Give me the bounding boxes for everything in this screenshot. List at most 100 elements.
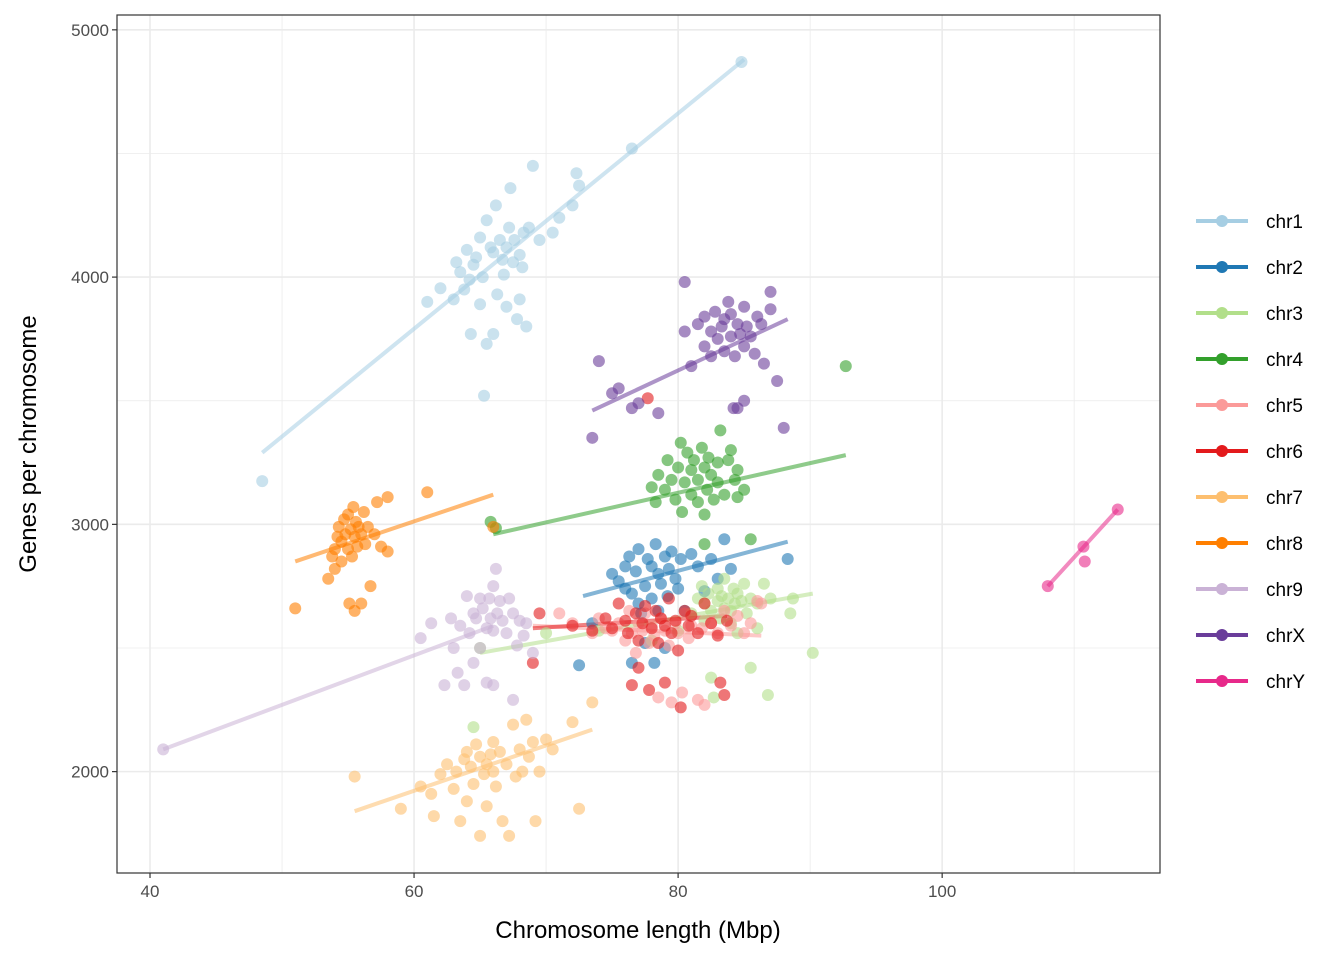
- trend-line-chr4: [492, 453, 847, 537]
- data-point-chr3: [718, 572, 731, 585]
- data-point-chr1: [516, 261, 529, 274]
- data-point-chr6: [586, 624, 599, 637]
- data-point-chr4: [702, 451, 715, 464]
- data-point-chr7: [526, 735, 539, 748]
- data-point-chr1: [533, 234, 546, 247]
- data-point-chr7: [460, 745, 473, 758]
- legend-key-point-chr3: [1216, 307, 1228, 319]
- data-point-chr7: [478, 768, 491, 781]
- data-point-chr6: [621, 627, 634, 640]
- data-point-chr7: [467, 777, 480, 790]
- plot-border: [116, 14, 1161, 874]
- data-point-chr5: [738, 627, 751, 640]
- y-tick-label: 4000: [71, 268, 109, 287]
- data-point-chr4: [669, 493, 682, 506]
- data-point-chr9: [157, 743, 170, 756]
- legend-key-point-chr5: [1216, 399, 1228, 411]
- data-point-chrX: [771, 374, 784, 387]
- data-point-chr2: [718, 533, 731, 546]
- legend: chr1 chr2 chr3 chr4 chr5 chr6 chr7 chr8 chr9 chrX…: [1196, 212, 1305, 693]
- data-point-chr6: [691, 627, 704, 640]
- data-point-chr6: [639, 599, 652, 612]
- legend-label-chrX: chrX: [1266, 626, 1305, 647]
- data-point-chr3: [707, 691, 720, 704]
- legend-key-point-chr8: [1216, 537, 1228, 549]
- data-point-chr2: [619, 560, 632, 573]
- data-point-chr6: [599, 612, 612, 625]
- data-point-chr6: [672, 644, 685, 657]
- data-point-chr6: [718, 688, 731, 701]
- data-point-chrX: [764, 303, 777, 316]
- data-point-chr9: [460, 590, 473, 603]
- data-point-chrX: [698, 310, 711, 323]
- legend-label-chr9: chr9: [1266, 580, 1303, 601]
- plot-background: [117, 15, 1160, 873]
- data-point-chr9: [438, 679, 451, 692]
- data-point-chr2: [781, 552, 794, 565]
- legend-key-point-chrX: [1216, 629, 1228, 641]
- data-point-chr9: [493, 595, 506, 608]
- data-point-chr4: [711, 476, 724, 489]
- data-point-chr4: [698, 508, 711, 521]
- data-point-chr7: [460, 795, 473, 808]
- data-point-chr4: [645, 481, 658, 494]
- data-point-chr4: [665, 473, 678, 486]
- data-point-chr4: [695, 441, 708, 454]
- data-point-chr6: [645, 622, 658, 635]
- data-point-chr9: [458, 679, 471, 692]
- data-point-chr9: [526, 646, 539, 659]
- data-point-chr1: [513, 293, 526, 306]
- data-point-chr1: [573, 179, 586, 192]
- data-point-chr1: [570, 167, 583, 180]
- data-point-chr1: [474, 298, 487, 311]
- data-point-chr6: [674, 701, 687, 714]
- data-point-chr4: [678, 476, 691, 489]
- data-point-chr6: [619, 614, 632, 627]
- data-point-chr4: [685, 463, 698, 476]
- data-point-chrY: [1078, 555, 1091, 568]
- data-point-chrY: [1041, 580, 1054, 593]
- data-point-chr7: [540, 733, 553, 746]
- data-point-chr9: [470, 612, 483, 625]
- data-point-chr2: [625, 587, 638, 600]
- data-point-chr3: [744, 661, 757, 674]
- data-point-chr7: [487, 735, 500, 748]
- legend-label-chr1: chr1: [1266, 212, 1303, 233]
- data-point-chr1: [526, 159, 539, 172]
- data-point-chr5: [676, 686, 689, 699]
- data-point-chr7: [586, 696, 599, 709]
- data-point-chrX: [678, 325, 691, 338]
- data-point-chr5: [665, 696, 678, 709]
- data-point-chr7: [496, 815, 509, 828]
- x-tick-label: 60: [405, 882, 424, 901]
- data-point-chr1: [487, 246, 500, 259]
- data-point-chr6: [632, 634, 645, 647]
- data-point-chr2: [674, 552, 687, 565]
- data-point-chr3: [467, 721, 480, 734]
- data-point-chr4: [674, 436, 687, 449]
- data-point-chrX: [728, 350, 741, 363]
- data-point-chr1: [463, 273, 476, 286]
- trend-line-chr9: [162, 623, 494, 752]
- data-point-chrX: [698, 340, 711, 353]
- data-point-chr1: [508, 234, 521, 247]
- data-point-chr8: [347, 501, 360, 514]
- data-point-chr8: [355, 597, 368, 610]
- data-point-chr3: [764, 592, 777, 605]
- data-point-chr1: [476, 271, 489, 284]
- data-point-chr7: [394, 802, 407, 815]
- data-point-chr7: [454, 815, 467, 828]
- data-point-chr9: [487, 624, 500, 637]
- x-axis-title: Chromosome length (Mbp): [495, 917, 780, 944]
- legend-key-point-chr1: [1216, 215, 1228, 227]
- data-point-chr8: [346, 550, 359, 563]
- data-point-chr6: [526, 656, 539, 669]
- data-point-chr6: [720, 614, 733, 627]
- data-point-chr6: [682, 619, 695, 632]
- legend-key-point-chr7: [1216, 491, 1228, 503]
- data-point-chr9: [517, 629, 530, 642]
- data-point-chr9: [487, 679, 500, 692]
- legend-label-chr2: chr2: [1266, 258, 1303, 279]
- data-point-chr2: [639, 580, 652, 593]
